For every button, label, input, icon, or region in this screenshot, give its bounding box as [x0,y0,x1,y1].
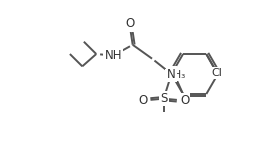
Text: CH₃: CH₃ [166,70,186,80]
Text: NH: NH [105,49,122,62]
Text: Cl: Cl [212,68,222,78]
Text: N: N [167,68,176,81]
Text: O: O [180,94,189,107]
Text: S: S [160,92,167,105]
Text: O: O [138,94,147,107]
Text: O: O [126,18,135,31]
